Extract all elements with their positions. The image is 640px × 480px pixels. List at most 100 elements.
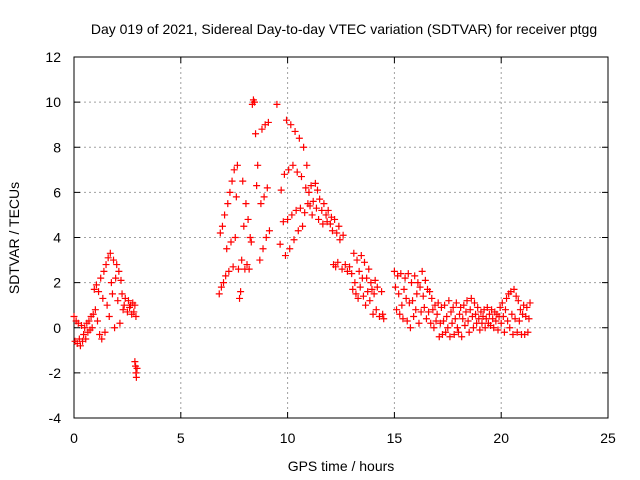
data-point — [306, 202, 314, 210]
data-point — [280, 170, 288, 178]
data-point — [443, 312, 451, 320]
data-point — [123, 308, 131, 316]
data-point — [492, 317, 500, 325]
data-point — [410, 312, 418, 320]
data-point — [220, 279, 228, 287]
data-point — [221, 211, 229, 219]
data-point — [451, 315, 459, 323]
data-point — [363, 274, 371, 282]
data-point — [257, 200, 265, 208]
data-point — [92, 281, 100, 289]
data-point — [481, 324, 489, 332]
data-point — [448, 319, 456, 327]
data-point — [409, 297, 417, 305]
x-tick-label: 10 — [280, 430, 296, 446]
data-point — [244, 215, 252, 223]
data-point — [85, 317, 93, 325]
data-point — [82, 335, 90, 343]
data-point — [446, 333, 454, 341]
data-point — [357, 252, 365, 260]
data-point — [229, 263, 237, 271]
data-point — [403, 317, 411, 325]
data-point — [115, 267, 123, 275]
data-point — [422, 315, 430, 323]
data-point — [324, 206, 332, 214]
data-point — [239, 177, 247, 185]
data-point — [116, 319, 124, 327]
data-point — [307, 182, 315, 190]
data-point — [503, 294, 511, 302]
data-point — [300, 143, 308, 151]
data-point — [81, 324, 89, 332]
y-tick-label: -4 — [49, 410, 62, 426]
data-point — [93, 317, 101, 325]
data-point — [111, 324, 119, 332]
data-point — [516, 306, 524, 314]
data-point — [132, 312, 140, 320]
data-point — [463, 297, 471, 305]
data-point — [289, 161, 297, 169]
data-point — [462, 308, 470, 316]
data-point — [309, 197, 317, 205]
data-point — [320, 200, 328, 208]
data-point — [95, 288, 103, 296]
data-point — [450, 331, 458, 339]
data-point — [490, 324, 498, 332]
data-point — [264, 118, 272, 126]
data-point — [417, 308, 425, 316]
data-point — [224, 200, 232, 208]
data-point — [444, 324, 452, 332]
data-point — [397, 270, 405, 278]
data-point — [318, 206, 326, 214]
x-tick-label: 15 — [387, 430, 403, 446]
data-point — [250, 98, 258, 106]
data-point — [514, 297, 522, 305]
data-point — [356, 283, 364, 291]
data-point — [130, 308, 138, 316]
data-point — [231, 234, 239, 241]
data-point — [102, 261, 110, 269]
data-point — [366, 297, 374, 305]
data-point — [242, 200, 250, 208]
data-point — [478, 319, 486, 327]
data-point — [378, 288, 386, 296]
data-point — [501, 306, 509, 314]
data-point — [287, 121, 295, 129]
data-point — [504, 317, 512, 325]
data-point — [273, 100, 281, 108]
data-point — [471, 299, 478, 307]
data-point — [352, 290, 360, 298]
data-point — [260, 193, 268, 201]
data-point — [247, 238, 255, 246]
data-point — [99, 294, 107, 302]
data-point — [124, 297, 132, 305]
data-point — [227, 238, 235, 246]
data-point — [416, 283, 424, 291]
data-point — [499, 312, 507, 320]
data-point — [117, 276, 125, 284]
data-point — [101, 328, 109, 336]
x-tick-label: 5 — [177, 430, 185, 446]
data-point — [331, 215, 339, 223]
data-point — [526, 299, 534, 307]
data-point — [458, 333, 466, 341]
data-point — [465, 328, 473, 336]
data-point — [373, 283, 381, 291]
grid-lines — [74, 57, 608, 418]
data-point — [240, 222, 248, 230]
data-point — [299, 222, 307, 230]
data-point — [332, 263, 340, 271]
y-tick-label: -2 — [49, 365, 62, 381]
data-point — [308, 211, 316, 219]
data-point — [234, 265, 242, 273]
data-point — [288, 211, 296, 219]
y-tick-label: 2 — [53, 275, 61, 291]
data-point — [372, 306, 380, 314]
y-axis-label: SDTVAR / TECUs — [6, 182, 22, 294]
data-point — [279, 218, 287, 226]
data-point — [285, 166, 293, 174]
data-point — [333, 229, 341, 237]
data-point — [400, 285, 408, 293]
data-point — [421, 276, 429, 284]
data-point — [290, 236, 298, 244]
